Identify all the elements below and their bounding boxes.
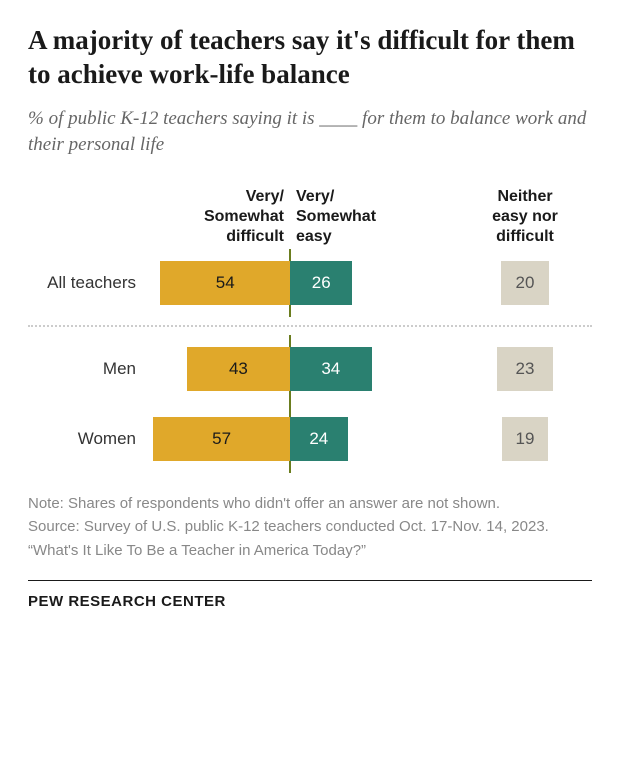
note-line: “What's It Like To Be a Teacher in Ameri… xyxy=(28,540,592,562)
bar-difficult: 43 xyxy=(187,347,290,391)
bar-neither: 20 xyxy=(501,261,549,305)
row-section: Men433423Women572419 xyxy=(28,341,592,467)
row-label: Women xyxy=(28,429,148,449)
header-easy: Very/Somewhateasy xyxy=(290,187,400,247)
row-label: All teachers xyxy=(28,273,148,293)
bar-neither: 23 xyxy=(497,347,552,391)
bar-area: 5426 xyxy=(148,261,400,305)
data-row: All teachers542620 xyxy=(28,255,592,311)
chart-title: A majority of teachers say it's difficul… xyxy=(28,24,592,92)
bar-easy: 26 xyxy=(290,261,352,305)
row-label: Men xyxy=(28,359,148,379)
header-difficult: Very/Somewhatdifficult xyxy=(148,187,290,247)
bar-area: 5724 xyxy=(148,417,400,461)
chart-notes: Note: Shares of respondents who didn't o… xyxy=(28,493,592,562)
footer-rule xyxy=(28,580,592,581)
column-headers: Very/Somewhatdifficult Very/Somewhateasy… xyxy=(28,187,592,247)
bar-easy: 24 xyxy=(290,417,348,461)
chart-subtitle: % of public K-12 teachers saying it is _… xyxy=(28,106,592,159)
bar-difficult: 57 xyxy=(153,417,290,461)
row-section: All teachers542620 xyxy=(28,255,592,311)
data-row: Men433423 xyxy=(28,341,592,397)
note-line: Source: Survey of U.S. public K-12 teach… xyxy=(28,516,592,538)
bar-easy: 34 xyxy=(290,347,372,391)
chart-rows: All teachers542620Men433423Women572419 xyxy=(28,255,592,467)
bar-area: 4334 xyxy=(148,347,400,391)
bar-neither: 19 xyxy=(502,417,548,461)
data-row: Women5724 19 xyxy=(28,411,592,467)
brand-label: PEW RESEARCH CENTER xyxy=(28,593,592,610)
bar-difficult: 54 xyxy=(160,261,290,305)
header-neither: Neithereasy nordifficult xyxy=(470,187,580,247)
section-divider xyxy=(28,325,592,327)
note-line: Note: Shares of respondents who didn't o… xyxy=(28,493,592,515)
